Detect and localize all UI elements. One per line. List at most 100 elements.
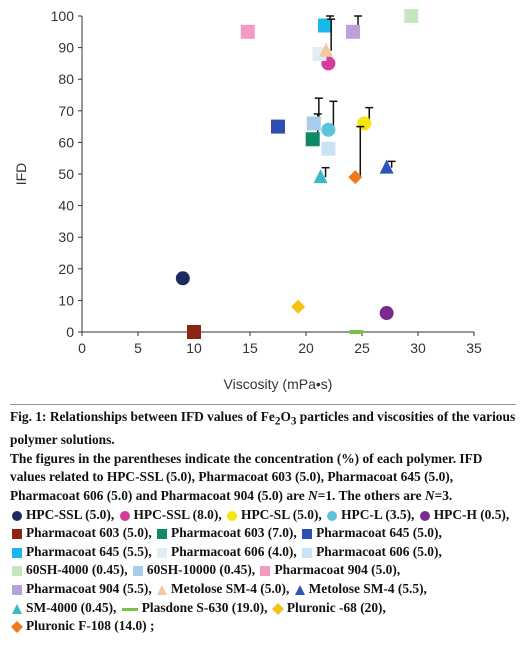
y-tick-label: 100: [51, 8, 75, 24]
legend-marker: [121, 607, 138, 611]
legend-label: Pharmacoat 904 (5.0),: [274, 562, 401, 578]
caption-title-text: Relationships between IFD values of Fe: [49, 409, 275, 424]
legend-marker: [157, 529, 168, 540]
data-point-18: [313, 166, 330, 184]
legend-item: Pharmacoat 904 (5.5),: [10, 581, 155, 596]
legend-marker: [419, 510, 430, 521]
point-marker: [321, 141, 336, 156]
point-marker: [404, 9, 419, 23]
x-tick-label: 35: [466, 340, 482, 356]
legend-marker: [260, 566, 271, 577]
legend-item: SM-4000 (0.45),: [10, 600, 120, 615]
y-tick-label: 60: [58, 134, 74, 150]
y-tick-label: 90: [58, 40, 74, 56]
point-marker: [187, 325, 201, 339]
caption-fig-label: Fig. 1:: [10, 409, 47, 424]
legend-marker: [157, 584, 168, 595]
legend-item: Metolose SM-4 (5.0),: [155, 581, 293, 596]
data-point-6: [187, 325, 201, 339]
legend-marker: [12, 529, 22, 540]
point-marker: [379, 306, 394, 321]
data-point-1: [175, 271, 190, 286]
legend-marker: [12, 547, 22, 558]
legend-marker: [227, 510, 238, 521]
scatter-chart: 0 10 20 30 40 50 60 70 80 90 100 0 5 10 15 20 25 30 35 Visc…: [13, 8, 482, 392]
legend-item: HPC-SL (5.0),: [225, 507, 325, 522]
legend-label: Pharmacoat 645 (5.5),: [26, 543, 156, 559]
legend-label: HPC-SL (5.0),: [241, 506, 326, 522]
y-tick-label: 20: [58, 261, 74, 277]
legend-marker: [302, 529, 313, 540]
caption-note-1: The figures in the parentheses indicate …: [10, 450, 483, 504]
legend-item: Pharmacoat 606 (4.0),: [155, 544, 300, 559]
point-marker: [319, 42, 334, 57]
legend-label: HPC-SSL (5.0),: [26, 506, 118, 522]
data-point-16: [319, 18, 336, 57]
legend-item: HPC-H (0.5),: [418, 507, 509, 522]
legend-item: 60SH-10000 (0.45),: [131, 562, 259, 577]
data-point-5: [379, 306, 394, 321]
chart-axes: 0 10 20 30 40 50 60 70 80 90 100 0 5 10 15 20 25 30 35 Visc…: [13, 8, 482, 392]
legend-marker: [302, 547, 313, 558]
data-point-11: [321, 141, 336, 156]
data-point-9: [318, 15, 335, 33]
point-marker: [321, 122, 336, 137]
x-tick-label: 0: [78, 340, 86, 356]
legend-label: Pharmacoat 904 (5.5),: [26, 581, 156, 597]
legend-item: Pharmacoat 904 (5.0),: [258, 562, 400, 577]
point-marker: [346, 24, 361, 39]
x-tick-label: 25: [354, 340, 370, 356]
point-marker: [348, 170, 363, 185]
legend-item: Pharmacoat 645 (5.5),: [10, 544, 155, 559]
legend-label: Pluronic -68 (20),: [286, 599, 386, 615]
legend-label: HPC-SSL (8.0),: [133, 506, 226, 522]
legend-label: Pharmacoat 606 (4.0),: [171, 543, 301, 559]
point-marker: [357, 116, 372, 131]
point-marker: [175, 271, 190, 286]
caption-sub-3: 3: [290, 415, 297, 428]
legend-marker: [12, 603, 22, 614]
legend-marker: [294, 584, 305, 595]
y-tick-label: 30: [58, 229, 74, 245]
caption-title: Fig. 1: Relationships between IFD values…: [10, 408, 516, 450]
point-marker: [379, 159, 394, 174]
legend-item: Pharmacoat 603 (7.0),: [155, 525, 300, 540]
point-marker: [318, 18, 333, 33]
legend-marker: [12, 584, 22, 595]
caption-n-1: N: [308, 488, 318, 504]
legend-item: Metolose SM-4 (5.5),: [293, 581, 427, 596]
legend-item: HPC-SSL (8.0),: [118, 507, 226, 522]
legend-label: Pharmacoat 645 (5.0),: [316, 525, 442, 541]
legend-marker: [12, 510, 22, 521]
legend-item: Pharmacoat 606 (5.0),: [300, 544, 442, 559]
legend-marker: [132, 566, 143, 577]
legend-item: Pharmacoat 603 (5.0),: [10, 525, 155, 540]
point-marker: [306, 116, 321, 131]
legend-label: Metolose SM-4 (5.0),: [171, 581, 293, 597]
point-marker: [271, 119, 285, 134]
caption-note-2: =1. The others are: [317, 488, 422, 504]
y-tick-label: 70: [58, 103, 74, 119]
data-point-4: [321, 100, 338, 137]
data-point-17: [379, 159, 396, 174]
legend-label: HPC-L (3.5),: [341, 506, 418, 522]
x-tick-label: 5: [134, 340, 142, 356]
x-tick-label: 10: [186, 340, 202, 356]
legend-marker: [157, 547, 168, 558]
legend-marker: [327, 510, 338, 521]
legend-marker: [11, 621, 23, 634]
legend-marker: [271, 602, 284, 615]
x-tick-label: 20: [298, 340, 314, 356]
legend-label: Pharmacoat 603 (5.0),: [26, 525, 156, 541]
x-tick-label: 15: [242, 340, 258, 356]
legend-item: Pluronic F-108 (14.0): [10, 618, 147, 633]
point-marker: [305, 132, 320, 147]
legend-item: HPC-L (3.5),: [325, 507, 418, 522]
caption-note-3: =3.: [434, 488, 453, 504]
x-axis-label: Viscosity (mPa•s): [224, 376, 333, 392]
point-marker: [313, 169, 328, 184]
data-point-20: [291, 299, 306, 314]
data-point-21: [348, 125, 365, 185]
caption-sub-2: 2: [274, 415, 281, 428]
caption-notes: The figures in the parentheses indicate …: [10, 450, 516, 636]
